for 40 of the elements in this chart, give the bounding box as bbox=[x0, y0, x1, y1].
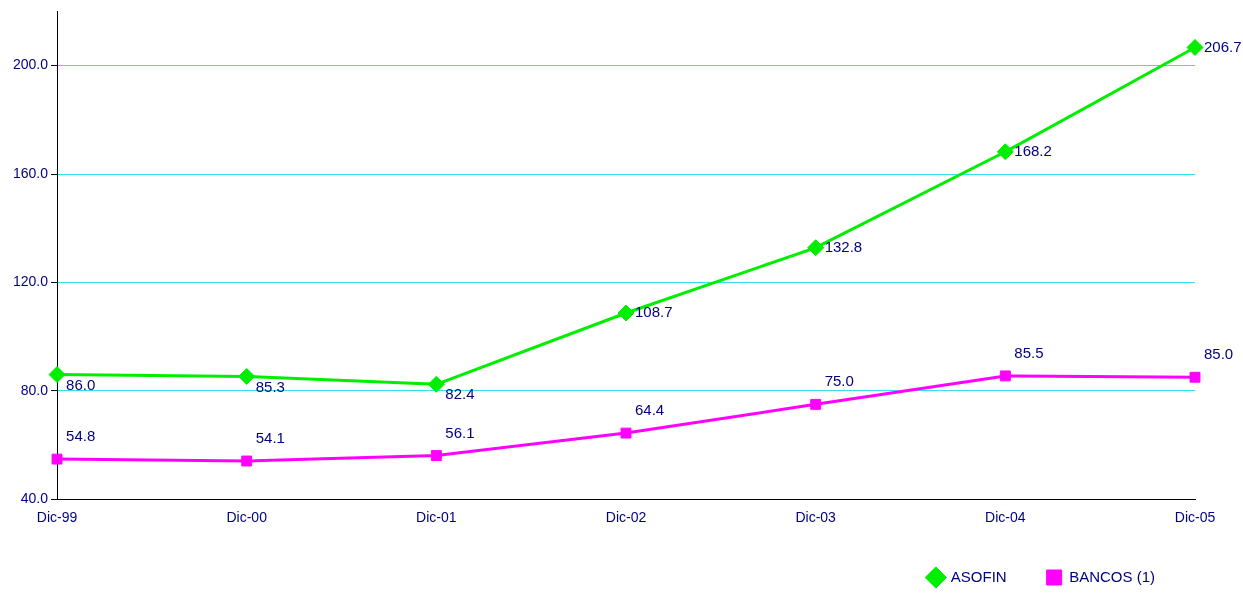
x-tick-label: Dic-04 bbox=[985, 509, 1026, 526]
x-tick-label: Dic-05 bbox=[1174, 509, 1216, 526]
data-label: 54.8 bbox=[66, 427, 96, 445]
point bbox=[238, 367, 256, 385]
data-label: 108.7 bbox=[635, 303, 673, 321]
data-label: 54.1 bbox=[255, 429, 285, 447]
point bbox=[51, 453, 63, 465]
x-tick-label: Dic-01 bbox=[416, 509, 457, 526]
point bbox=[999, 370, 1011, 382]
x-tick-label: Dic-99 bbox=[36, 509, 78, 526]
y-tick-label: 80.0 bbox=[20, 381, 49, 398]
legend-label: BANCOS (1) bbox=[1069, 567, 1156, 585]
y-tick-label: 40.0 bbox=[20, 490, 49, 507]
x-tick-label: Dic-03 bbox=[795, 509, 837, 526]
x-tick-label: Dic-00 bbox=[226, 509, 268, 526]
data-label: 132.8 bbox=[824, 237, 863, 255]
point bbox=[48, 366, 66, 384]
y-tick-label: 160.0 bbox=[12, 164, 49, 181]
x-tick-label: Dic-02 bbox=[605, 509, 647, 526]
data-label: 206.7 bbox=[1204, 37, 1242, 55]
point bbox=[996, 143, 1014, 161]
y-tick-label: 120.0 bbox=[12, 273, 49, 290]
point bbox=[807, 239, 825, 257]
data-label: 75.0 bbox=[824, 372, 854, 390]
data-label: 64.4 bbox=[635, 401, 665, 419]
data-label: 85.0 bbox=[1204, 345, 1234, 363]
point bbox=[617, 304, 635, 322]
point bbox=[620, 427, 632, 439]
data-label: 86.0 bbox=[66, 375, 96, 393]
data-label: 56.1 bbox=[445, 423, 475, 441]
point bbox=[810, 398, 822, 410]
data-label: 168.2 bbox=[1014, 141, 1052, 159]
y-tick-label: 200.0 bbox=[12, 56, 49, 73]
point bbox=[430, 450, 442, 462]
point bbox=[241, 455, 253, 467]
point bbox=[1189, 371, 1201, 383]
legend-label: ASOFIN bbox=[950, 567, 1007, 585]
point bbox=[427, 375, 445, 393]
point bbox=[1186, 38, 1204, 56]
data-label: 85.5 bbox=[1014, 344, 1044, 362]
